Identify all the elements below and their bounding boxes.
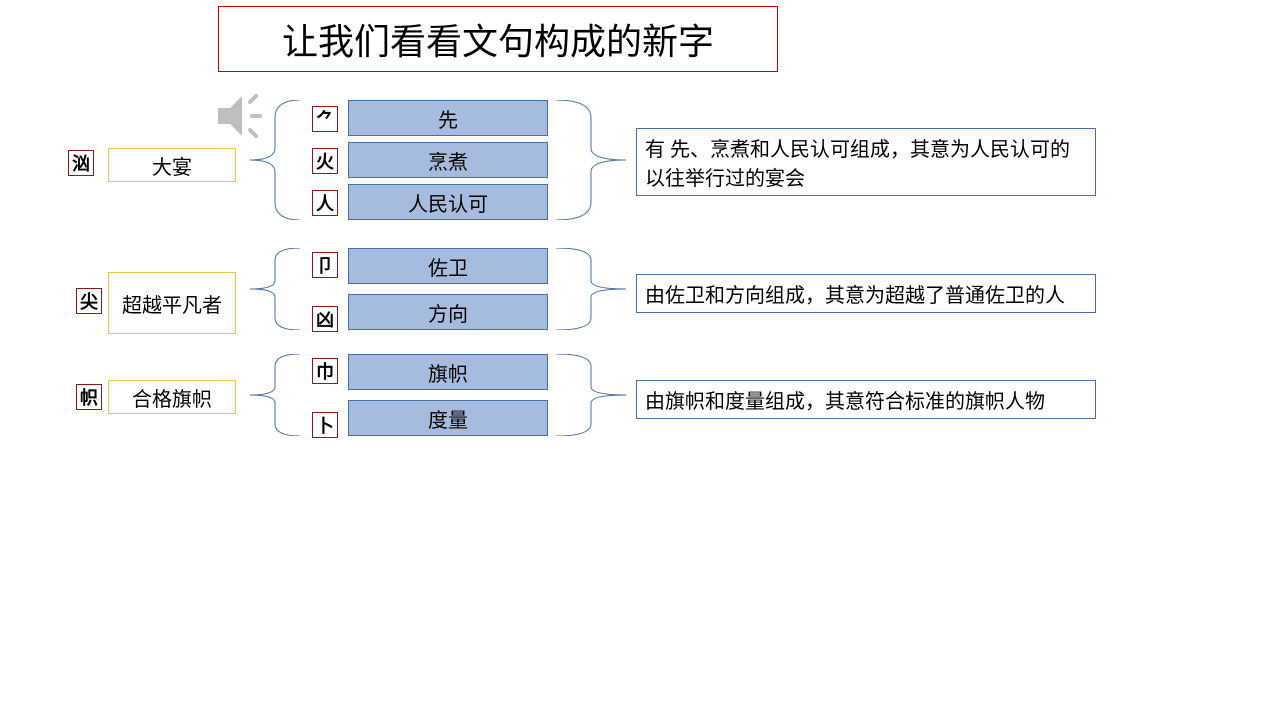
component-label-box: 度量 bbox=[348, 400, 548, 436]
component-glyph: 卜 bbox=[312, 412, 338, 438]
description-box: 由旗帜和度量组成，其意符合标准的旗帜人物 bbox=[636, 380, 1096, 419]
character-name-box: 大宴 bbox=[108, 148, 236, 182]
component-glyph: 人 bbox=[312, 190, 338, 216]
component-glyph: 火 bbox=[312, 148, 338, 174]
compound-glyph: 帜 bbox=[76, 384, 102, 410]
component-glyph: ⺈ bbox=[312, 106, 338, 132]
component-label-box: 人民认可 bbox=[348, 184, 548, 220]
compound-glyph: 尖 bbox=[76, 288, 102, 314]
curly-bracket bbox=[556, 248, 626, 330]
component-label-box: 方向 bbox=[348, 294, 548, 330]
page-title: 让我们看看文句构成的新字 bbox=[218, 6, 778, 72]
component-label-box: 烹煮 bbox=[348, 142, 548, 178]
curly-bracket bbox=[250, 248, 300, 330]
curly-bracket bbox=[250, 354, 300, 436]
description-box: 有 先、烹煮和人民认可组成，其意为人民认可的以往举行过的宴会 bbox=[636, 128, 1096, 196]
component-glyph: 凶 bbox=[312, 306, 338, 332]
character-name-box: 超越平凡者 bbox=[108, 272, 236, 334]
description-box: 由佐卫和方向组成，其意为超越了普通佐卫的人 bbox=[636, 274, 1096, 313]
curly-bracket bbox=[556, 100, 626, 220]
curly-bracket bbox=[556, 354, 626, 436]
component-label-box: 旗帜 bbox=[348, 354, 548, 390]
component-glyph: 巾 bbox=[312, 358, 338, 384]
character-name-box: 合格旗帜 bbox=[108, 380, 236, 414]
component-label-box: 先 bbox=[348, 100, 548, 136]
component-glyph: 卩 bbox=[312, 252, 338, 278]
compound-glyph: 汹 bbox=[68, 150, 94, 176]
component-label-box: 佐卫 bbox=[348, 248, 548, 284]
curly-bracket bbox=[250, 100, 300, 220]
